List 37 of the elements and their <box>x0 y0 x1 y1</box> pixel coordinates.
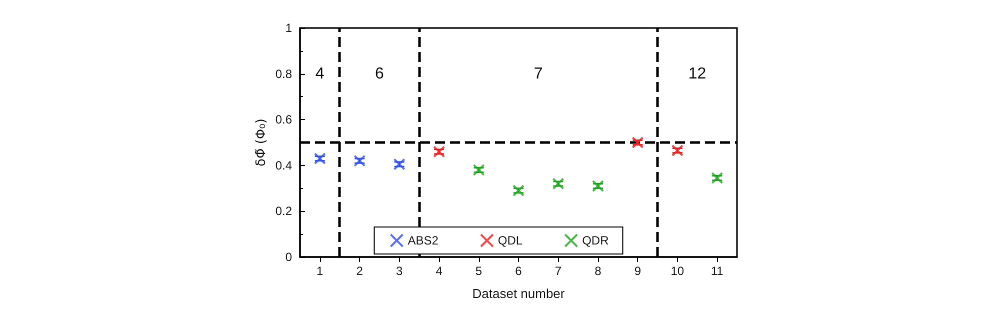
y-tick-label: 0.8 <box>275 66 292 81</box>
y-tick-label: 0.6 <box>275 112 292 127</box>
legend-label: QDL <box>498 234 523 248</box>
y-axis-title: δΦ̃ (Φ₀) <box>254 118 269 166</box>
legend-label: QDR <box>582 234 610 248</box>
x-tick-label: 6 <box>515 264 522 278</box>
x-tick-label: 11 <box>710 264 724 278</box>
x-tick-label: 10 <box>670 264 684 278</box>
x-tick-label: 7 <box>554 264 562 278</box>
x-tick-label: 9 <box>634 264 642 278</box>
annotation: 7 <box>534 65 543 82</box>
point <box>711 172 724 184</box>
x-tick-label: 3 <box>396 264 403 278</box>
x-axis-title: Dataset number <box>472 286 566 301</box>
point <box>552 178 564 190</box>
point <box>592 180 604 192</box>
point <box>632 136 644 148</box>
x-tick-label: 4 <box>436 264 443 278</box>
x-tick-label: 2 <box>356 264 364 278</box>
y-tick-label: 0.4 <box>275 158 292 172</box>
point <box>354 154 366 167</box>
point <box>393 158 406 170</box>
point <box>512 184 524 197</box>
annotation: 4 <box>315 65 324 82</box>
y-tick-label: 1 <box>285 21 292 35</box>
x-tick-label: 5 <box>475 264 482 278</box>
legend-label: ABS2 <box>408 234 439 248</box>
annotation: 12 <box>688 65 706 82</box>
annotation: 6 <box>375 65 384 82</box>
point <box>314 152 326 165</box>
x-tick-label: 8 <box>594 264 602 278</box>
y-tick-label: 0 <box>285 250 292 264</box>
x-tick-label: 1 <box>316 264 324 278</box>
point <box>433 146 446 158</box>
y-tick-label: 0.2 <box>275 204 292 218</box>
point <box>472 164 485 176</box>
point <box>671 144 684 157</box>
